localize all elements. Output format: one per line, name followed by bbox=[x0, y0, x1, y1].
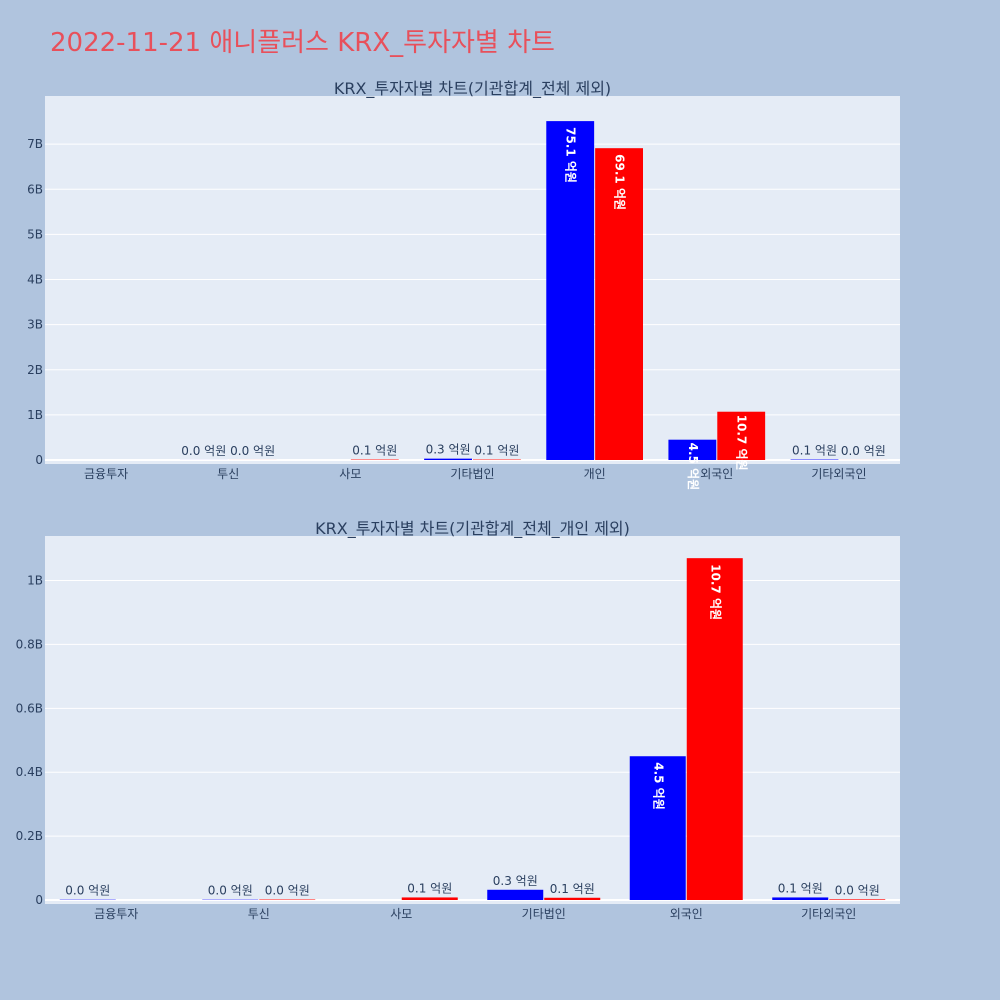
bar bbox=[686, 558, 743, 900]
bar bbox=[829, 899, 886, 900]
data-label: 0.0 억원 bbox=[841, 444, 886, 458]
y-tick-label: 3B bbox=[27, 318, 43, 332]
data-label: 4.5 억원 bbox=[686, 443, 700, 490]
y-tick-label: 0.8B bbox=[16, 637, 43, 651]
chart-title: KRX_투자자별 차트(기관합계_전체_개인 제외) bbox=[315, 519, 630, 539]
bar bbox=[424, 458, 472, 460]
data-label: 0.0 억원 bbox=[265, 884, 310, 898]
bar bbox=[629, 756, 686, 900]
bar bbox=[544, 897, 601, 900]
y-tick-label: 0 bbox=[35, 453, 43, 467]
x-tick-label: 금융투자 bbox=[84, 467, 128, 481]
data-label: 0.1 억원 bbox=[474, 444, 519, 458]
y-tick-label: 0.6B bbox=[16, 701, 43, 715]
data-label: 0.0 억원 bbox=[181, 444, 226, 458]
bar bbox=[668, 439, 717, 460]
data-label: 0.0 억원 bbox=[208, 884, 253, 898]
y-tick-label: 0 bbox=[35, 893, 43, 907]
y-tick-label: 5B bbox=[27, 227, 43, 241]
x-tick-label: 기타외국인 bbox=[801, 907, 856, 921]
chart-1: 0 1B 2B 3B 4B 5B 6B 7B KRX_투자자별 차트(기관합계_전체 제외) 금융… bbox=[27, 79, 900, 490]
x-tick-label: 기타법인 bbox=[522, 907, 566, 921]
data-label: 0.0 억원 bbox=[230, 444, 275, 458]
data-label: 0.0 억원 bbox=[835, 883, 880, 897]
chart-2: 0 0.2B 0.4B 0.6B 0.8B 1B KRX_투자자별 차트(기관합계_전체_개… bbox=[16, 519, 900, 921]
page-title: 2022-11-21 애니플러스 KRX_투자자별 차트 bbox=[50, 28, 555, 58]
bar bbox=[546, 121, 595, 460]
y-tick-label: 1B bbox=[27, 574, 43, 588]
data-label: 0.1 억원 bbox=[792, 444, 837, 458]
x-tick-label: 투신 bbox=[217, 467, 239, 481]
y-tick-label: 6B bbox=[27, 182, 43, 196]
x-tick-label: 외국인 bbox=[700, 467, 733, 481]
y-tick-label: 7B bbox=[27, 137, 43, 151]
y-tick-label: 0.2B bbox=[16, 829, 43, 843]
bar bbox=[401, 897, 458, 900]
x-tick-label: 기타외국인 bbox=[811, 467, 866, 481]
data-label: 10.7 억원 bbox=[735, 415, 749, 471]
data-label: 0.1 억원 bbox=[407, 881, 452, 895]
x-tick-label: 투신 bbox=[248, 907, 270, 921]
y-tick-label: 2B bbox=[27, 363, 43, 377]
bar bbox=[717, 411, 766, 460]
x-tick-label: 사모 bbox=[339, 467, 361, 481]
bar bbox=[595, 148, 643, 460]
x-tick-label: 사모 bbox=[390, 907, 412, 921]
y-tick-label: 0.4B bbox=[16, 765, 43, 779]
data-label: 0.3 억원 bbox=[493, 874, 538, 888]
data-label: 0.3 억원 bbox=[426, 443, 471, 457]
data-label: 0.1 억원 bbox=[778, 881, 823, 895]
data-label: 69.1 억원 bbox=[613, 154, 627, 210]
x-tick-label: 외국인 bbox=[670, 907, 703, 921]
plot-area bbox=[45, 536, 900, 904]
data-label: 0.1 억원 bbox=[352, 444, 397, 458]
bar bbox=[772, 897, 829, 900]
data-label: 75.1 억원 bbox=[564, 127, 578, 183]
y-tick-label: 1B bbox=[27, 408, 43, 422]
x-tick-label: 기타법인 bbox=[450, 467, 494, 481]
data-label: 4.5 억원 bbox=[651, 762, 665, 810]
y-tick-label: 4B bbox=[27, 273, 43, 287]
x-tick-label: 개인 bbox=[584, 467, 606, 481]
data-label: 0.1 억원 bbox=[550, 882, 595, 896]
data-label: 10.7 억원 bbox=[708, 564, 722, 620]
data-label: 0.0 억원 bbox=[65, 884, 110, 898]
x-tick-label: 금융투자 bbox=[94, 907, 138, 921]
chart-title: KRX_투자자별 차트(기관합계_전체 제외) bbox=[334, 79, 611, 99]
bar bbox=[487, 889, 544, 900]
